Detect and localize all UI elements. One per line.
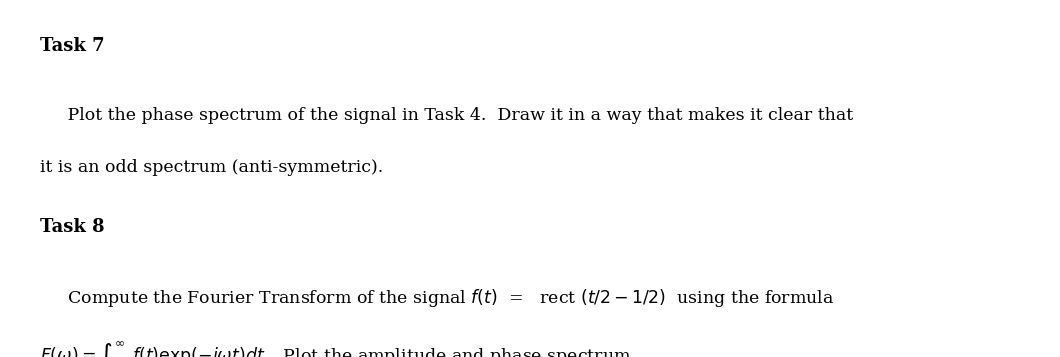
- Text: Compute the Fourier Transform of the signal $f(t)$  =   rect $(t/2 - 1/2)$  usin: Compute the Fourier Transform of the sig…: [40, 287, 834, 310]
- Text: Task 8: Task 8: [40, 218, 105, 236]
- Text: $F(\omega) = \int_{-\infty}^{\infty} f(t) \exp(-j\omega t)dt.$  Plot the amplitu: $F(\omega) = \int_{-\infty}^{\infty} f(t…: [40, 339, 636, 357]
- Text: Task 7: Task 7: [40, 37, 105, 55]
- Text: it is an odd spectrum (anti-symmetric).: it is an odd spectrum (anti-symmetric).: [40, 159, 384, 176]
- Text: Plot the phase spectrum of the signal in Task 4.  Draw it in a way that makes it: Plot the phase spectrum of the signal in…: [40, 107, 853, 124]
